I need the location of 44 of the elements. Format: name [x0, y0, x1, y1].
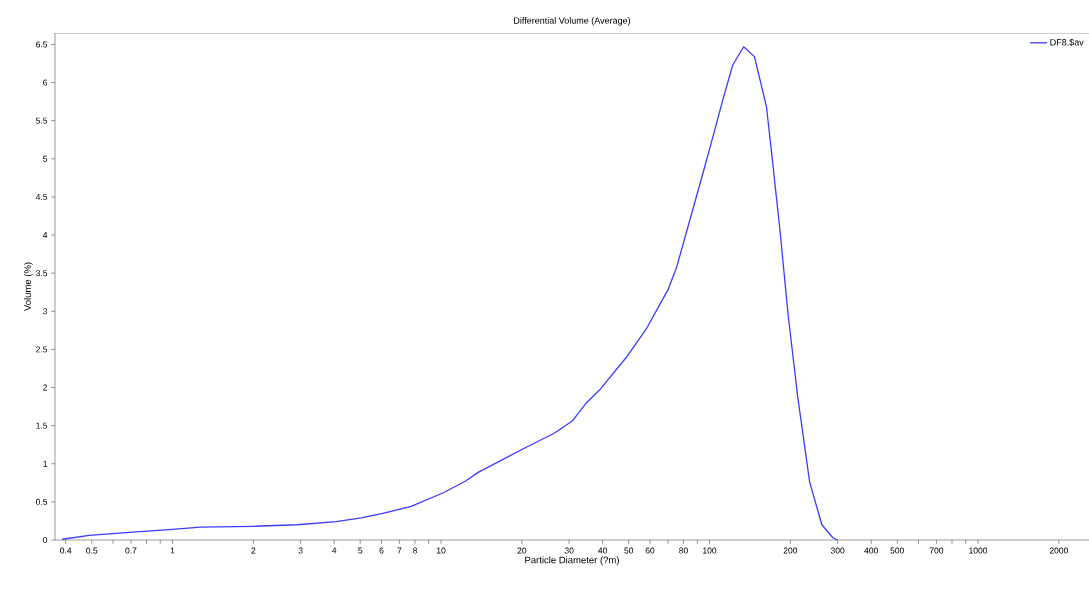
- x-tick-label: 200: [783, 547, 798, 554]
- chart-title: Differential Volume (Average): [514, 17, 631, 26]
- y-tick-label: 2.5: [36, 346, 48, 353]
- x-axis-title: Particle Diameter (?m): [525, 556, 619, 566]
- y-axis-title: Volume (%): [23, 262, 33, 311]
- y-tick-label: 0: [43, 536, 48, 543]
- x-tick-label: 8: [413, 547, 418, 554]
- x-tick-label: 0.7: [125, 547, 137, 554]
- x-tick-label: 7: [397, 547, 402, 554]
- x-tick-label: 1: [170, 547, 175, 554]
- x-tick-label: 2: [251, 547, 256, 554]
- x-tick-label: 700: [929, 547, 944, 554]
- x-tick-label: 100: [703, 547, 717, 554]
- x-tick-label: 3: [298, 547, 303, 554]
- x-tick-label: 500: [890, 547, 904, 554]
- y-tick-label: 3: [43, 308, 48, 315]
- legend-label: DF8.$av: [1050, 38, 1084, 47]
- x-tick-label: 0.5: [86, 547, 98, 554]
- y-tick-label: 0.5: [36, 498, 48, 505]
- x-tick-label: 300: [830, 547, 845, 554]
- x-tick-label: 1000: [969, 547, 988, 554]
- y-tick-label: 6: [43, 79, 48, 86]
- y-tick-label: 4.5: [35, 193, 48, 200]
- x-tick-label: 40: [598, 547, 608, 554]
- y-tick-label: 5.5: [36, 117, 48, 124]
- y-tick-label: 1: [43, 460, 48, 467]
- x-tick-label: 2000: [1049, 547, 1068, 554]
- x-tick-label: 20: [517, 547, 527, 554]
- x-tick-label: 0.4: [60, 547, 72, 554]
- x-tick-label: 10: [436, 547, 446, 554]
- x-tick-label: 60: [645, 547, 655, 554]
- y-tick-label: 3.5: [36, 270, 48, 277]
- x-tick-label: 5: [358, 547, 363, 554]
- y-tick-label: 6.5: [36, 41, 48, 48]
- x-tick-label: 30: [564, 547, 574, 554]
- y-tick-label: 1.5: [36, 422, 48, 429]
- x-tick-label: 50: [624, 547, 634, 554]
- x-tick-label: 400: [864, 547, 878, 554]
- x-tick-label: 80: [679, 547, 688, 554]
- y-tick-label: 4: [42, 232, 48, 238]
- y-tick-label: 2: [43, 384, 48, 391]
- x-tick-label: 4: [332, 547, 337, 554]
- y-tick-label: 5: [43, 155, 48, 162]
- x-tick-label: 6: [379, 547, 384, 554]
